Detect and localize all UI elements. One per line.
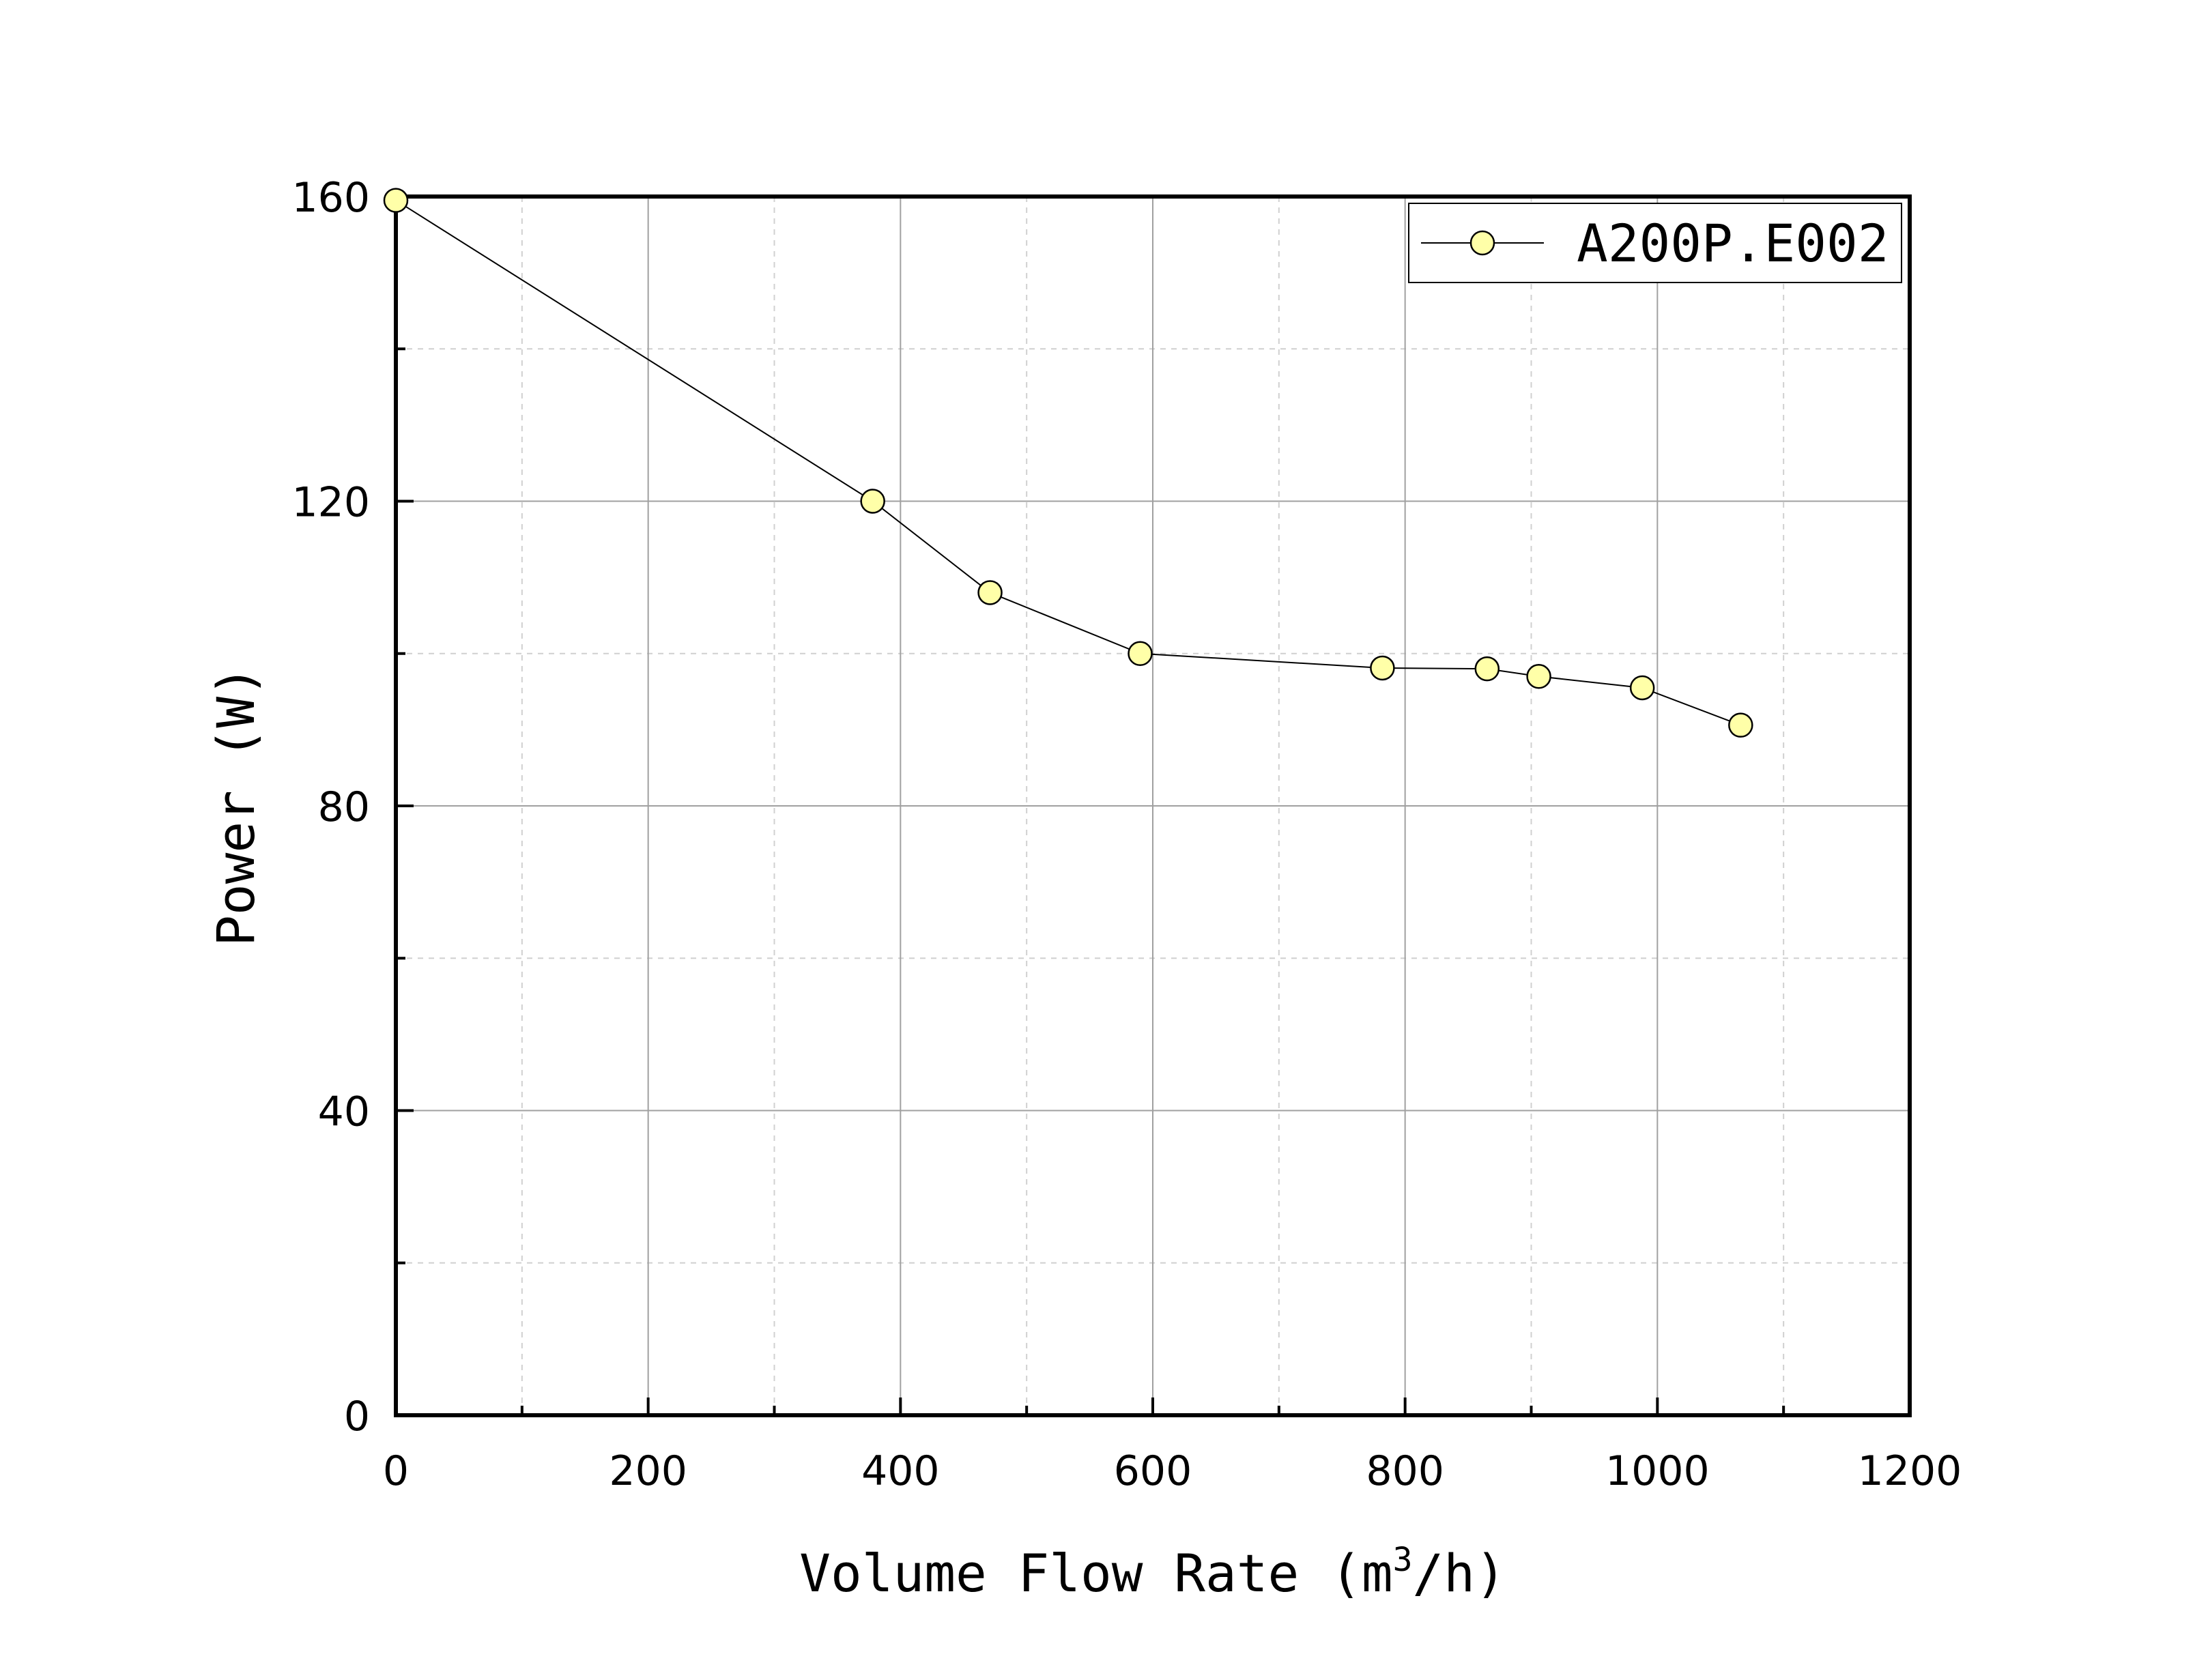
x-tick-label: 200 bbox=[609, 1447, 687, 1495]
tick-labels: 0 200 400 600 800 1000 1200 0 40 80 120 160 bbox=[291, 174, 1962, 1495]
series-layer bbox=[383, 188, 1753, 738]
y-axis-title: Power (W) bbox=[205, 665, 266, 946]
x-tick-label: 600 bbox=[1114, 1447, 1192, 1495]
x-tick-label: 0 bbox=[383, 1447, 409, 1495]
data-point bbox=[383, 188, 409, 213]
legend: A200P.E002 bbox=[1408, 203, 1902, 283]
x-tick-label: 1200 bbox=[1858, 1447, 1962, 1495]
x-tick-label: 800 bbox=[1366, 1447, 1444, 1495]
y-tick-label: 120 bbox=[291, 479, 370, 527]
data-point bbox=[1370, 655, 1395, 681]
grid bbox=[396, 197, 1910, 1415]
data-point bbox=[1526, 663, 1551, 689]
data-point bbox=[860, 489, 885, 514]
legend-marker bbox=[1469, 230, 1495, 256]
y-tick-label: 0 bbox=[344, 1393, 370, 1440]
y-tick-label: 40 bbox=[318, 1088, 370, 1136]
y-tick-label: 160 bbox=[291, 174, 370, 222]
data-point bbox=[1128, 641, 1153, 666]
data-point bbox=[1474, 656, 1500, 682]
x-axis-title: Volume Flow Rate (m3/h) bbox=[799, 1541, 1506, 1604]
data-point bbox=[977, 580, 1003, 605]
plot-frame bbox=[394, 194, 1912, 1417]
legend-label: A200P.E002 bbox=[1577, 213, 1889, 274]
data-point bbox=[1629, 675, 1655, 701]
x-tick-label: 400 bbox=[861, 1447, 940, 1495]
data-point bbox=[1728, 712, 1753, 738]
x-axis-title-superscript: 3 bbox=[1393, 1541, 1413, 1579]
x-tick-label: 1000 bbox=[1605, 1447, 1710, 1495]
y-tick-label: 80 bbox=[318, 783, 370, 831]
